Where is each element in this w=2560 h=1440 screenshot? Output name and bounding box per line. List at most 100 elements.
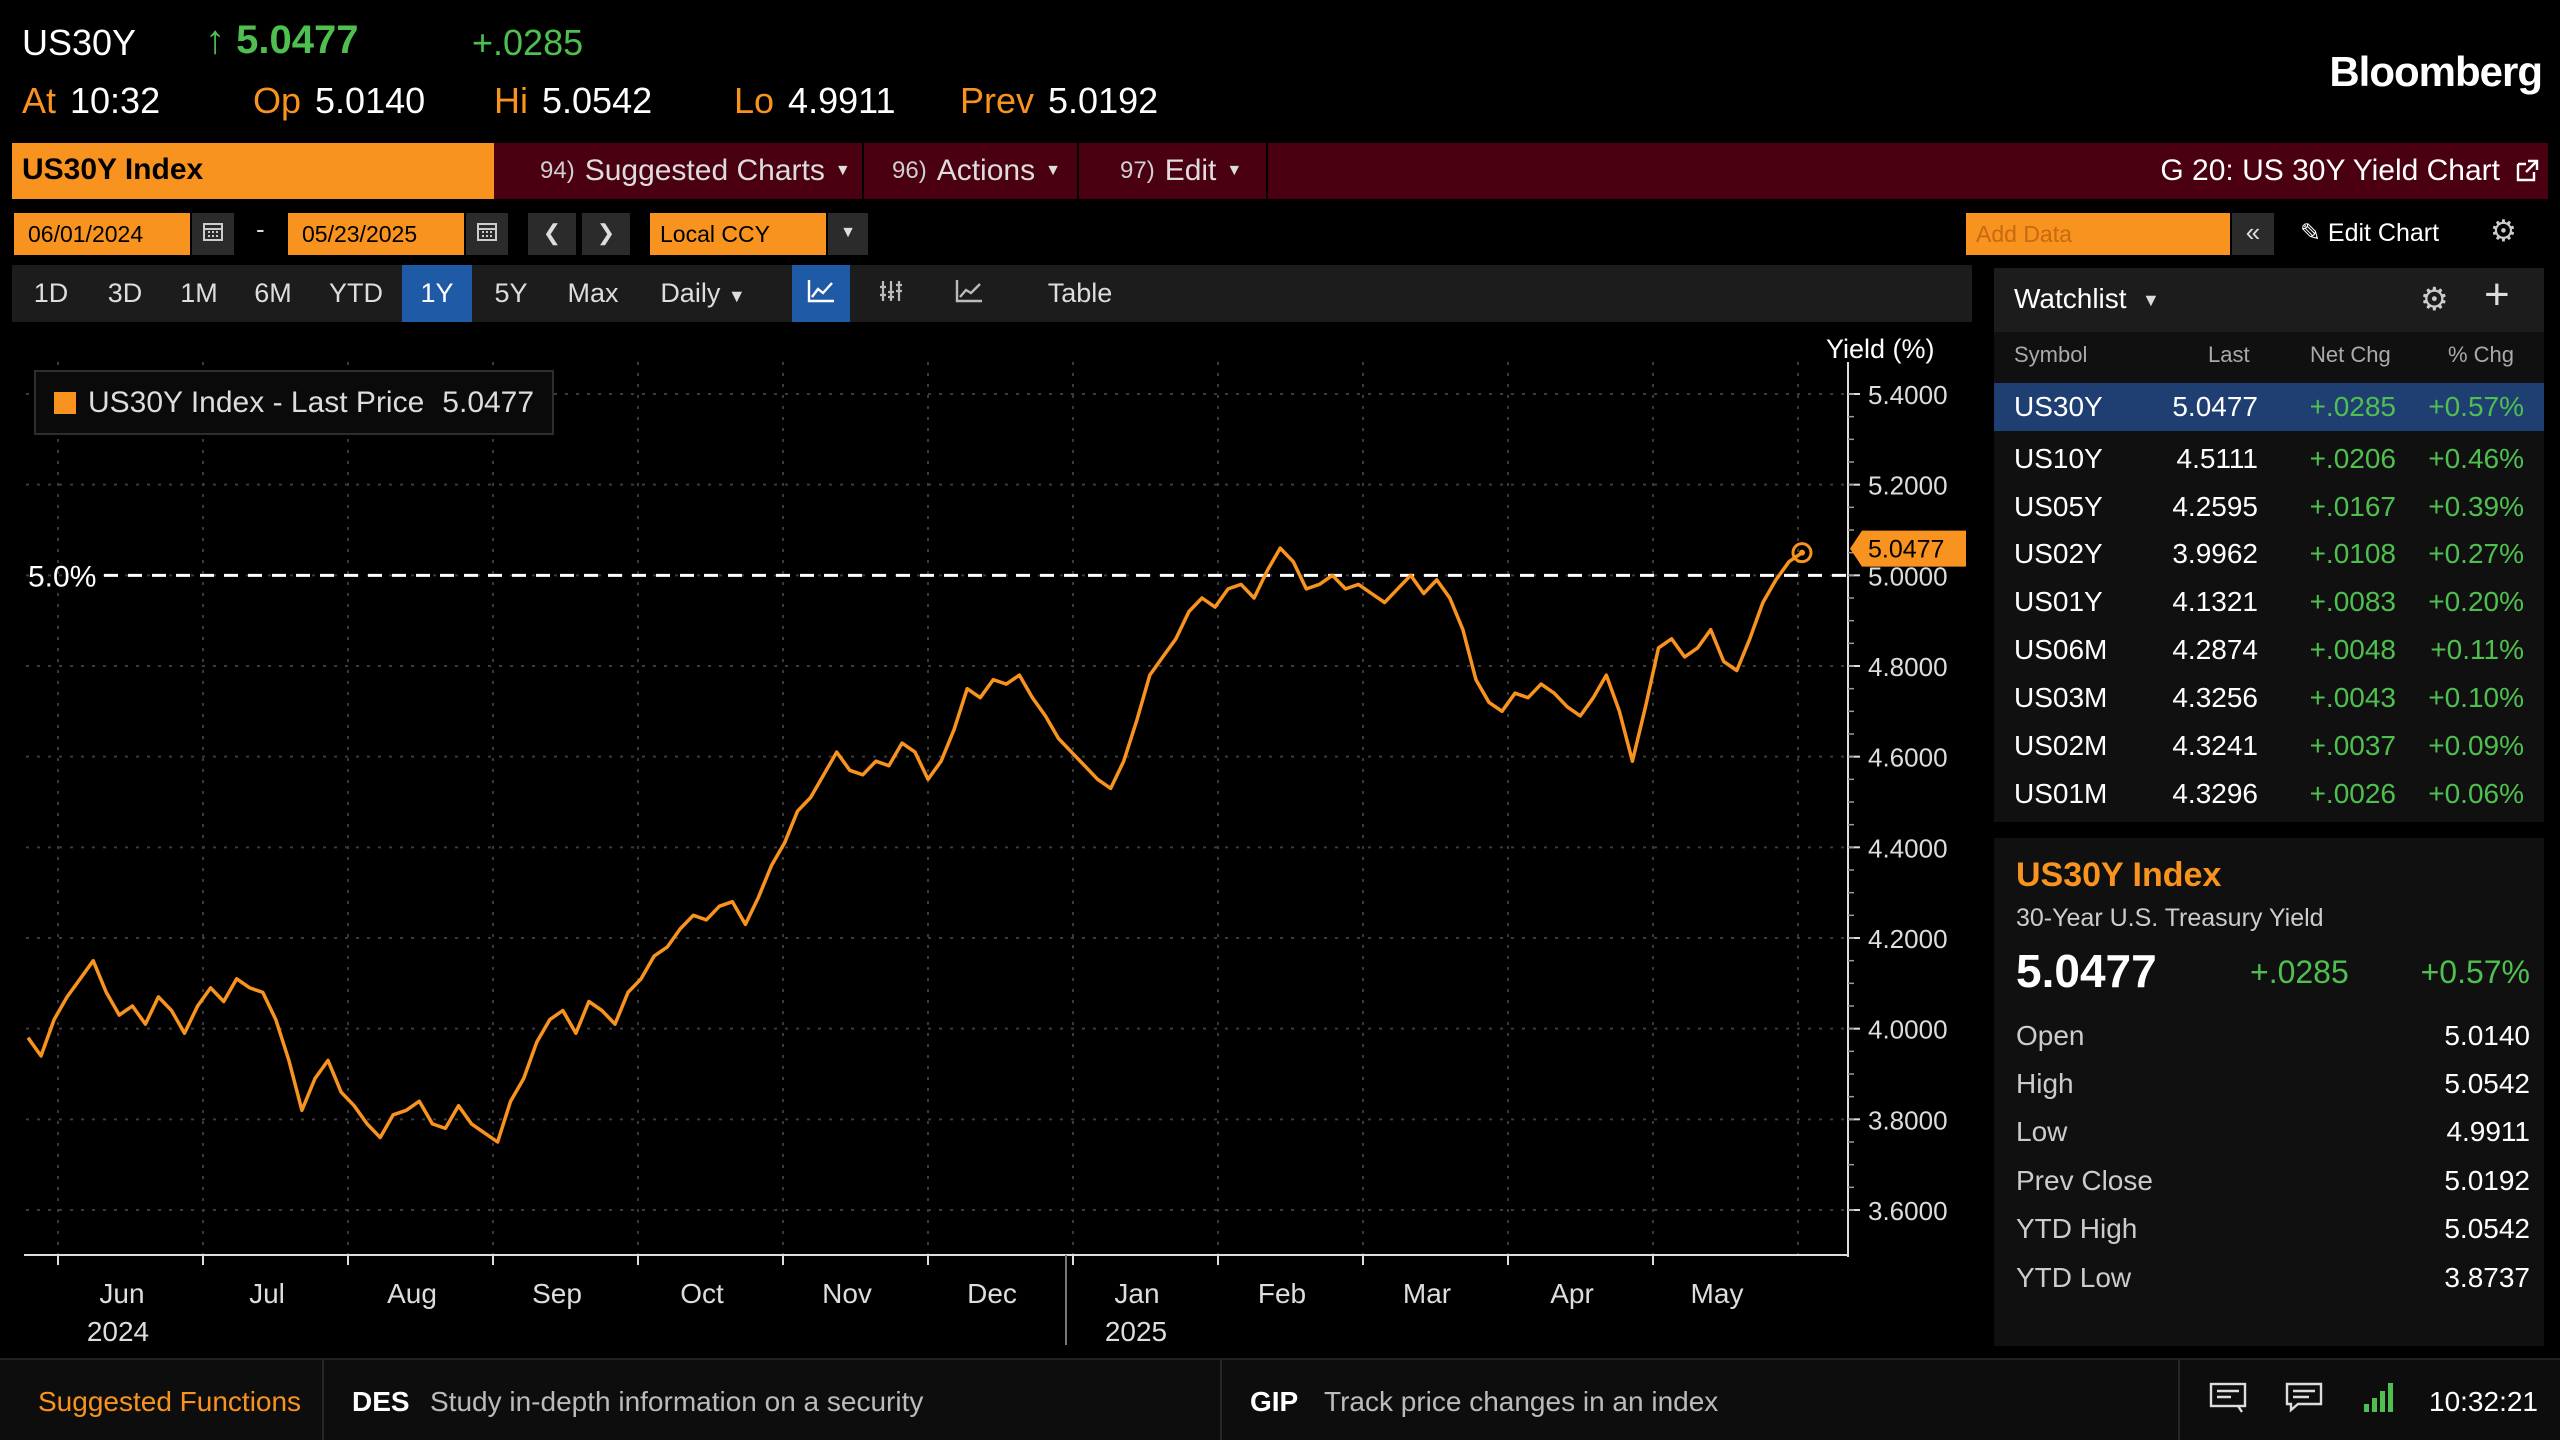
watchlist-title[interactable]: Watchlist: [2014, 283, 2127, 314]
x-tick-label: Aug: [387, 1278, 437, 1309]
y-tick-label: 5.4000: [1868, 380, 1948, 410]
function-gip-desc[interactable]: Track price changes in an index: [1324, 1386, 1719, 1417]
period-1m[interactable]: 1M: [180, 278, 218, 308]
quote-change: +.0285: [2250, 954, 2349, 990]
stat-value: 5.0192: [2444, 1165, 2530, 1196]
watchlist-row[interactable]: US02Y 3.9962 +.0108 +0.27%: [1994, 530, 2544, 578]
divider: [2178, 1360, 2180, 1440]
y-tick-label: 3.8000: [1868, 1105, 1948, 1135]
watchlist-row[interactable]: US05Y 4.2595 +.0167 +0.39%: [1994, 483, 2544, 531]
watchlist-row[interactable]: US02M 4.3241 +.0037 +0.09%: [1994, 722, 2544, 770]
frequency-select[interactable]: Daily ▼: [638, 265, 768, 322]
edit-num: 97): [1120, 157, 1155, 184]
area-chart-icon[interactable]: [940, 265, 998, 322]
quote-title[interactable]: US30Y Index: [2016, 856, 2222, 894]
at-time: At 10:32: [22, 80, 160, 122]
stat-label: Prev Close: [2016, 1165, 2153, 1196]
stat-value: 4.9911: [2446, 1116, 2530, 1147]
y-tick-label: 4.6000: [1868, 743, 1948, 773]
chat-icon[interactable]: [2284, 1380, 2324, 1422]
function-name-label: G 20: US 30Y Yield Chart: [2160, 154, 2500, 187]
collapse-panel-button[interactable]: «: [2232, 213, 2274, 255]
x-tick-label: Nov: [822, 1278, 872, 1309]
op-label: Op: [253, 80, 302, 121]
at-label: At: [22, 80, 57, 121]
currency-select[interactable]: Local CCY: [650, 213, 826, 255]
message-icon[interactable]: [2208, 1380, 2248, 1422]
bar-chart-icon[interactable]: [862, 265, 920, 322]
period-5y[interactable]: 5Y: [494, 278, 528, 308]
watchlist-row[interactable]: US03M 4.3256 +.0043 +0.10%: [1994, 674, 2544, 722]
row-net: +.0285: [2309, 391, 2396, 422]
edit-chart-button[interactable]: ✎ Edit Chart: [2300, 218, 2439, 248]
function-des-desc[interactable]: Study in-depth information on a security: [430, 1386, 924, 1417]
bottom-bar: [0, 1358, 2560, 1440]
edit-menu[interactable]: 97) Edit ▼: [1120, 143, 1242, 199]
frequency-label: Daily: [660, 278, 721, 308]
watchlist-row[interactable]: US01Y 4.1321 +.0083 +0.20%: [1994, 578, 2544, 626]
period-3d[interactable]: 3D: [107, 278, 143, 308]
plus-icon[interactable]: +: [2484, 270, 2510, 319]
low-quote: Lo 4.9911: [734, 80, 895, 122]
start-date-input[interactable]: 06/01/2024: [14, 213, 190, 255]
x-tick-label: Jun: [99, 1278, 144, 1309]
actions-num: 96): [892, 157, 927, 184]
signal-strength-icon: [2362, 1380, 2398, 1422]
watchlist-row[interactable]: US10Y 4.5111 +.0206 +0.46%: [1994, 435, 2544, 483]
chart-legend[interactable]: US30Y Index - Last Price 5.0477: [34, 370, 555, 435]
caret-down-icon[interactable]: ▼: [2142, 290, 2160, 310]
col-net-chg: Net Chg: [2310, 342, 2391, 367]
stat-value: 5.0542: [2444, 1068, 2530, 1099]
currency-dropdown[interactable]: ▼: [828, 213, 868, 255]
gear-icon[interactable]: ⚙: [2420, 281, 2449, 317]
gear-icon[interactable]: ⚙: [2490, 215, 2517, 248]
prev-quote: Prev 5.0192: [960, 80, 1158, 122]
table-view-button[interactable]: Table: [1047, 278, 1113, 308]
caret-down-icon: ▼: [840, 224, 856, 241]
y-tick-label: 4.4000: [1868, 833, 1948, 863]
row-symbol: US02Y: [2014, 538, 2103, 569]
row-net: +.0167: [2309, 491, 2396, 522]
watchlist-row[interactable]: US30Y 5.0477 +.0285 +0.57%: [1994, 383, 2544, 431]
function-name[interactable]: G 20: US 30Y Yield Chart: [2160, 143, 2540, 199]
watchlist-row[interactable]: US01M 4.3296 +.0026 +0.06%: [1994, 770, 2544, 818]
calendar-icon[interactable]: [192, 213, 234, 255]
end-date-input[interactable]: 05/23/2025: [288, 213, 464, 255]
security-title[interactable]: US30Y Index: [12, 143, 494, 199]
row-net: +.0108: [2309, 538, 2396, 569]
suggested-functions-label[interactable]: Suggested Functions: [38, 1386, 302, 1417]
watchlist-row[interactable]: US06M 4.2874 +.0048 +0.11%: [1994, 626, 2544, 674]
row-net: +.0048: [2309, 634, 2396, 665]
row-pct: +0.46%: [2428, 443, 2524, 474]
period-6m[interactable]: 6M: [254, 278, 292, 308]
calendar-icon[interactable]: [466, 213, 508, 255]
caret-down-icon: ▼: [1045, 162, 1061, 179]
row-last: 4.1321: [2172, 586, 2258, 617]
divider: [1266, 143, 1268, 199]
actions-menu[interactable]: 96) Actions ▼: [892, 143, 1061, 199]
suggested-charts-menu[interactable]: 94) Suggested Charts ▼: [540, 143, 851, 199]
divider: [322, 1360, 324, 1440]
divider: [1220, 1360, 1222, 1440]
row-pct: +0.39%: [2428, 491, 2524, 522]
next-period-button[interactable]: ❯: [582, 213, 630, 255]
line-chart-icon[interactable]: [792, 265, 850, 322]
bloomberg-logo: Bloomberg: [2329, 48, 2543, 95]
row-net: +.0206: [2309, 443, 2396, 474]
period-ytd[interactable]: YTD: [329, 278, 383, 308]
edit-chart-label: Edit Chart: [2327, 219, 2440, 247]
lo-value: 4.9911: [788, 80, 896, 121]
add-data-input[interactable]: Add Data: [1966, 213, 2230, 255]
period-max[interactable]: Max: [567, 278, 619, 308]
reference-line-label: 5.0%: [28, 560, 96, 593]
watchlist-header: [1994, 268, 2544, 332]
prev-period-button[interactable]: ❮: [528, 213, 576, 255]
row-net: +.0026: [2309, 778, 2396, 809]
row-last: 5.0477: [2172, 391, 2258, 422]
edit-label: Edit: [1164, 154, 1217, 187]
period-1d[interactable]: 1D: [33, 278, 69, 308]
function-gip-code[interactable]: GIP: [1250, 1386, 1299, 1417]
period-1y[interactable]: 1Y: [402, 265, 472, 322]
function-des-code[interactable]: DES: [352, 1386, 410, 1417]
chevron-right-icon: ❯: [596, 220, 616, 245]
